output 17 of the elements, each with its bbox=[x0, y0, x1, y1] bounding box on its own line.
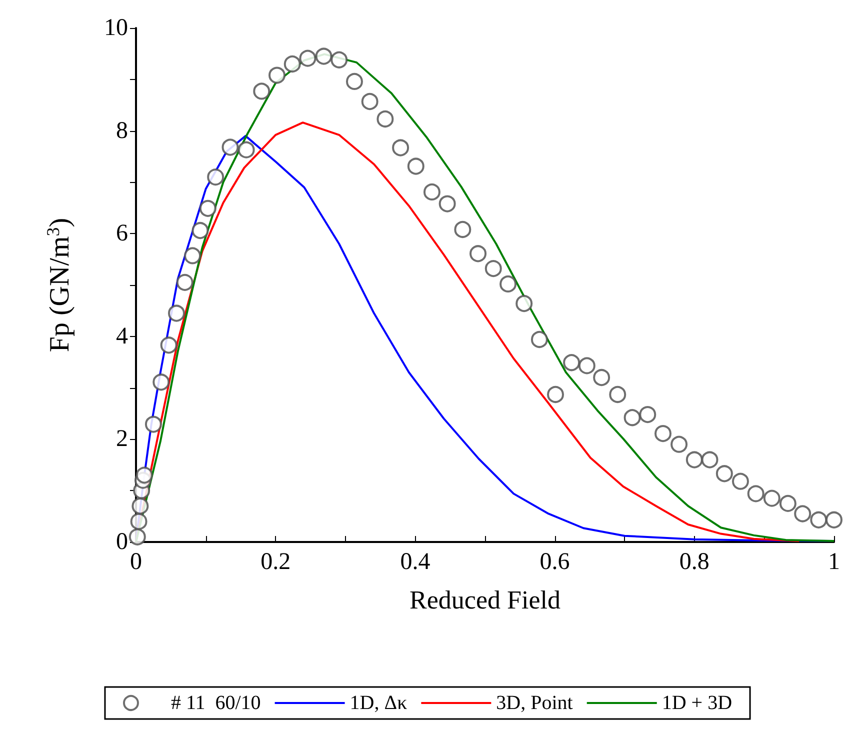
y-tick-label: 2 bbox=[116, 426, 128, 452]
y-tick-label: 8 bbox=[116, 118, 128, 144]
legend-label: 1D, Δκ bbox=[350, 692, 408, 714]
x-tick-label: 0.2 bbox=[260, 549, 291, 575]
x-tick-label: 0.4 bbox=[400, 549, 430, 575]
legend-label: # 11 60/10 bbox=[170, 692, 261, 714]
y-tick-label: 0 bbox=[116, 529, 128, 555]
x-tick-label: 0.6 bbox=[540, 549, 570, 575]
x-axis-title: Reduced Field bbox=[410, 586, 560, 614]
x-tick-label: 0.8 bbox=[679, 549, 710, 575]
y-tick-label: 4 bbox=[116, 323, 128, 350]
y-tick-label: 6 bbox=[116, 220, 128, 247]
y-tick-label: 10 bbox=[104, 15, 128, 41]
x-tick-label: 1 bbox=[828, 549, 840, 575]
y-axis-title: Fp (GN/m3) bbox=[43, 218, 76, 352]
legend-label: 3D, Point bbox=[496, 692, 574, 714]
legend-label: 1D + 3D bbox=[662, 692, 732, 714]
